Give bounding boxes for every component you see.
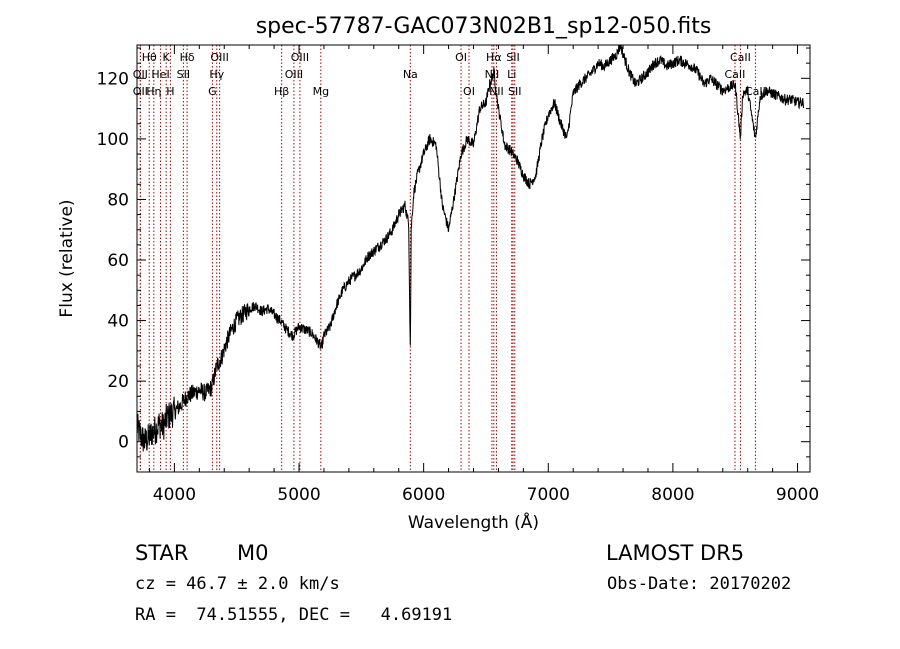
line-label: Hδ [180, 51, 195, 64]
line-label: SII [508, 85, 521, 98]
line-label: Mg [313, 85, 329, 98]
chart-title: spec-57787-GAC073N02B1_sp12-050.fits [256, 14, 712, 39]
line-label: NII [489, 85, 504, 98]
y-tick-label: 20 [107, 372, 129, 392]
x-tick-label: 6000 [402, 485, 445, 505]
coordinates-readout: RA = 74.51555, DEC = 4.69191 [135, 605, 453, 625]
y-tick-label: 80 [107, 190, 129, 210]
line-label: OI [455, 51, 467, 64]
x-axis-label: Wavelength (Å) [408, 511, 539, 533]
line-label: OIII [291, 51, 309, 64]
y-tick-label: 100 [97, 130, 129, 150]
survey-name: LAMOST DR5 [606, 541, 745, 565]
line-label: OI [463, 85, 475, 98]
line-label: CaII [725, 68, 746, 81]
line-label: OII [133, 68, 148, 81]
object-subclass: M0 [237, 541, 269, 565]
line-label: CaII [745, 85, 766, 98]
line-label: Na [403, 68, 418, 81]
y-tick-label: 0 [118, 433, 129, 453]
observation-date: Obs-Date: 20170202 [607, 574, 792, 594]
x-tick-label: 9000 [776, 485, 819, 505]
x-tick-label: 5000 [277, 485, 320, 505]
y-tick-label: 60 [107, 251, 129, 271]
line-label: Hθ [142, 51, 157, 64]
y-axis-label: Flux (relative) [57, 199, 77, 317]
line-label: G [208, 85, 217, 98]
line-label: HeI [151, 68, 169, 81]
line-label: Li [507, 68, 516, 81]
line-label: Hβ [274, 85, 289, 98]
line-label: SII [506, 51, 519, 64]
spectrum-line [136, 44, 805, 452]
plot-frame [136, 44, 811, 473]
line-label: Hη [146, 85, 161, 98]
y-tick-label: 40 [107, 312, 129, 332]
object-class: STAR [135, 541, 189, 565]
line-label: NII [485, 68, 500, 81]
line-label: OIII [285, 68, 303, 81]
x-tick-label: 7000 [527, 485, 570, 505]
x-tick-label: 8000 [651, 485, 694, 505]
line-label: OIII [210, 51, 228, 64]
line-label: Hα [486, 51, 502, 64]
redshift-readout: cz = 46.7 ± 2.0 km/s [135, 574, 340, 594]
y-tick-label: 120 [97, 69, 129, 89]
x-tick-label: 4000 [153, 485, 196, 505]
line-label: SII [177, 68, 190, 81]
line-label: Hγ [209, 68, 224, 81]
line-label: K [163, 51, 171, 64]
line-label: CaII [730, 51, 751, 64]
line-label: H [166, 85, 174, 98]
